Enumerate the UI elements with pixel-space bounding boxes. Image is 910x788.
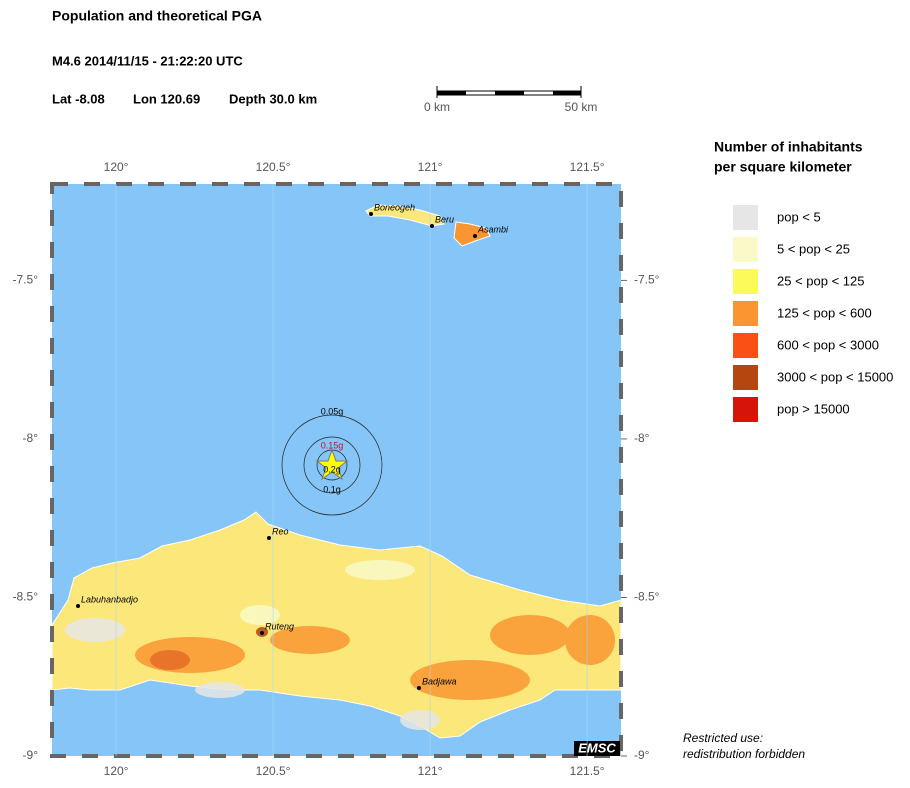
- legend-label: pop > 15000: [777, 401, 850, 416]
- city-label: Labuhanbadjo: [81, 594, 138, 604]
- legend-label: 25 < pop < 125: [777, 273, 864, 288]
- lon: Lon 120.69: [133, 91, 200, 106]
- island: [453, 221, 491, 247]
- legend-swatch: [733, 237, 758, 262]
- pga-label: 0.15g: [321, 440, 344, 450]
- legend-swatch: [733, 365, 758, 390]
- city-dot: [260, 631, 264, 635]
- scale-start: 0 km: [424, 100, 450, 114]
- city-label: Asambi: [477, 224, 509, 234]
- city-dot: [417, 686, 421, 690]
- population-patches: [65, 560, 615, 730]
- city-dot: [76, 604, 80, 608]
- legend-swatch: [733, 397, 758, 422]
- pga-label: 0.2g: [323, 464, 341, 474]
- legend-swatch: [733, 269, 758, 294]
- lon-label: 121°: [418, 764, 443, 778]
- lon-label: 120°: [104, 160, 129, 174]
- lat-label: -8.5°: [13, 590, 39, 604]
- depth: Depth 30.0 km: [229, 91, 317, 106]
- city-label: Reo: [272, 526, 289, 536]
- legend-swatch: [733, 301, 758, 326]
- scale-bar: [436, 86, 582, 98]
- footnote: Restricted use:: [683, 731, 763, 745]
- lon-label: 120°: [104, 764, 129, 778]
- lat-label: -8°: [23, 431, 39, 445]
- legend-label: 3000 < pop < 15000: [777, 369, 893, 384]
- lat-label: -7.5°: [634, 273, 660, 287]
- epicenter: [315, 448, 349, 481]
- city-label: Boneogeh: [374, 202, 415, 212]
- footnote: redistribution forbidden: [683, 747, 805, 761]
- event: M4.6 2014/11/15 - 21:22:20 UTC: [52, 53, 243, 68]
- lon-label: 121.5°: [570, 160, 605, 174]
- lon-label: 121°: [418, 160, 443, 174]
- city-label: Ruteng: [265, 621, 294, 631]
- city-label: Badjawa: [422, 676, 457, 686]
- legend-label: pop < 5: [777, 209, 821, 224]
- frame: [50, 182, 623, 758]
- lat-label: -9°: [23, 748, 39, 762]
- logo: EMSC: [578, 740, 616, 755]
- title: Population and theoretical PGA: [52, 8, 262, 24]
- lat: Lat -8.08: [52, 91, 105, 106]
- legend-swatch: [733, 205, 758, 230]
- city-dot: [430, 224, 434, 228]
- legend-title: Number of inhabitants: [714, 139, 863, 155]
- island: [365, 204, 445, 227]
- lat-label: -8.5°: [634, 590, 660, 604]
- lon-label: 120.5°: [256, 764, 291, 778]
- city-dot: [369, 212, 373, 216]
- legend-label: 5 < pop < 25: [777, 241, 850, 256]
- lon-label: 121.5°: [570, 764, 605, 778]
- city-dot: [267, 536, 271, 540]
- lon-label: 120.5°: [256, 160, 291, 174]
- legend-swatch: [733, 333, 758, 358]
- city-label: Beru: [435, 214, 454, 224]
- logo-box: [574, 741, 620, 756]
- map: EMSC: [50, 182, 623, 758]
- scale-end: 50 km: [565, 100, 598, 114]
- lat-label: -8°: [634, 431, 650, 445]
- lat-label: -9°: [634, 748, 650, 762]
- pga-label: 0.1g: [323, 484, 341, 494]
- lat-label: -7.5°: [13, 273, 39, 287]
- legend-label: 125 < pop < 600: [777, 305, 872, 320]
- city-dot: [473, 234, 477, 238]
- legend-title: per square kilometer: [714, 159, 852, 175]
- legend-label: 600 < pop < 3000: [777, 337, 879, 352]
- pga-label: 0.05g: [321, 406, 344, 416]
